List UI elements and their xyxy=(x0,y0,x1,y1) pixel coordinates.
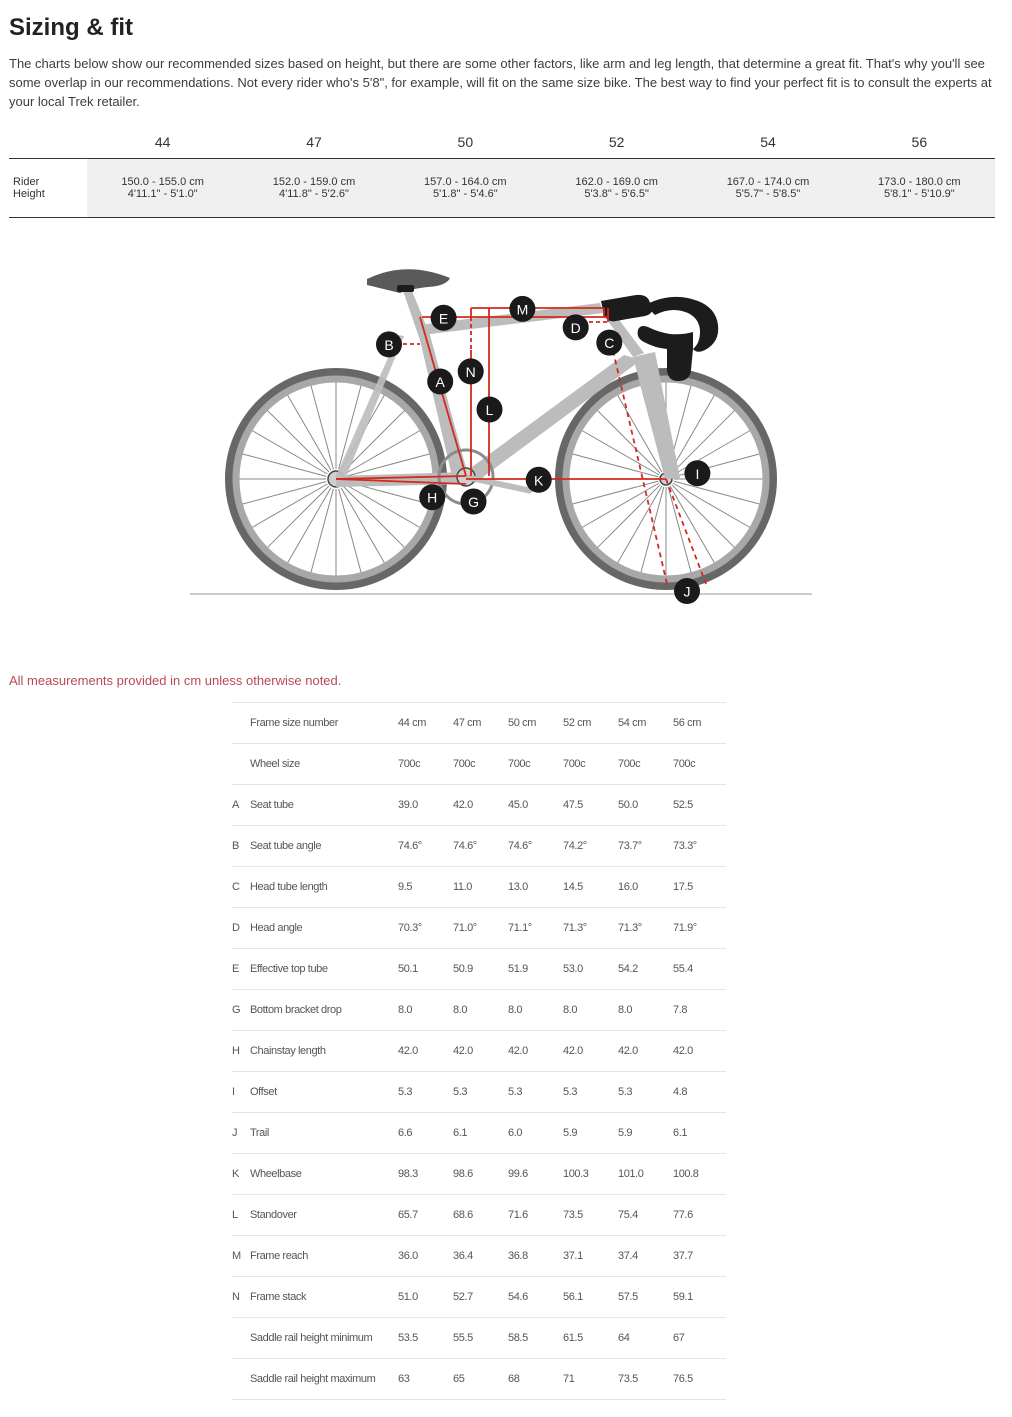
svg-text:E: E xyxy=(439,310,448,326)
svg-text:L: L xyxy=(486,402,494,418)
svg-text:I: I xyxy=(695,466,699,482)
svg-text:H: H xyxy=(427,490,437,506)
svg-text:G: G xyxy=(468,494,479,510)
svg-text:B: B xyxy=(384,337,393,353)
svg-text:M: M xyxy=(517,301,529,317)
svg-text:D: D xyxy=(571,320,581,336)
svg-text:K: K xyxy=(534,472,544,488)
svg-text:A: A xyxy=(436,374,446,390)
svg-text:N: N xyxy=(466,364,476,380)
svg-text:C: C xyxy=(604,335,614,351)
svg-text:J: J xyxy=(684,584,691,600)
